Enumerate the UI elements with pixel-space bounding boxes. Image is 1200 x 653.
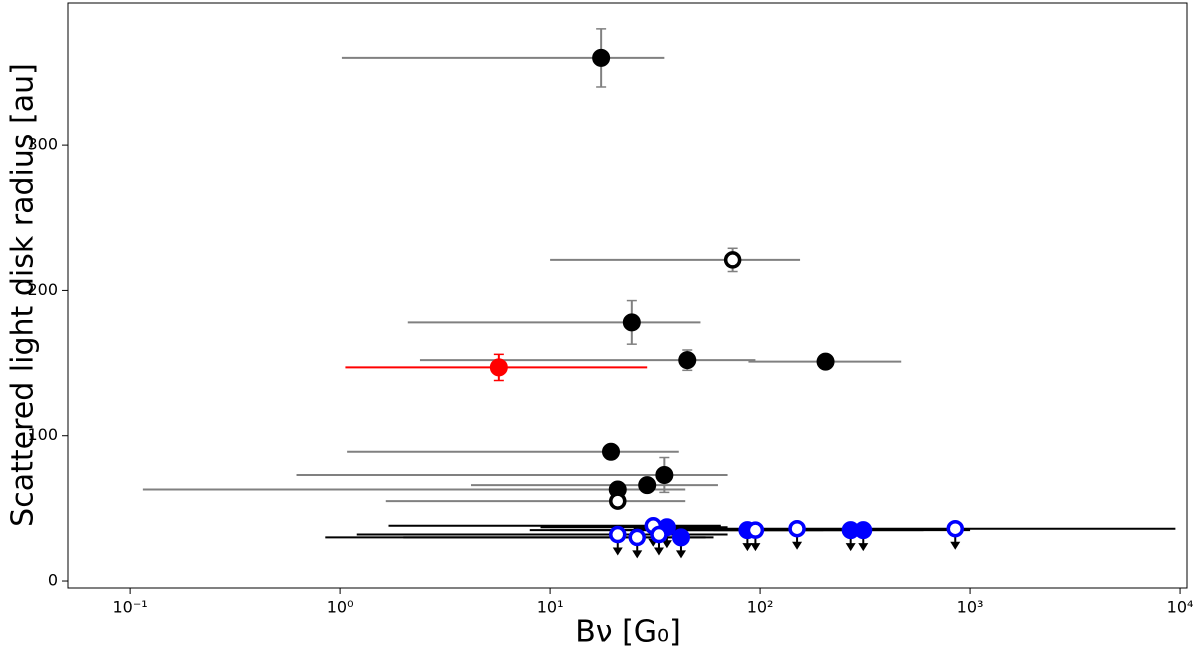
data-point [671, 528, 690, 547]
upper-limit-arrowhead [858, 543, 869, 552]
x-tick-label: 10⁴ [1167, 598, 1194, 617]
upper-limit-arrowhead [661, 540, 672, 549]
data-point [628, 528, 646, 547]
y-tick-label: 100 [27, 425, 58, 444]
data-point [816, 352, 835, 371]
data-point [602, 442, 621, 461]
upper-limit-arrowhead [742, 543, 753, 552]
x-tick-label: 10¹ [537, 598, 564, 617]
y-tick-label: 200 [27, 280, 58, 299]
data-point [655, 465, 674, 484]
data-point [746, 521, 765, 539]
upper-limit-arrowhead [675, 550, 686, 559]
data-point [723, 251, 742, 269]
upper-limit-arrowhead [792, 541, 803, 550]
upper-limit-arrowhead [653, 547, 664, 556]
x-tick-label: 10² [747, 598, 774, 617]
upper-limit-arrowhead [845, 543, 856, 552]
upper-limit-arrowhead [950, 541, 961, 550]
data-point [678, 351, 697, 370]
x-tick-label: 10³ [957, 598, 984, 617]
y-tick-label: 0 [48, 571, 58, 590]
data-point [854, 521, 873, 540]
data-point [638, 476, 657, 495]
upper-limit-arrowhead [632, 550, 643, 559]
data-point [622, 313, 641, 332]
data-point [609, 492, 627, 510]
data-point [489, 358, 508, 377]
data-point [788, 519, 806, 538]
y-axis-label: Scattered light disk radius [au] [6, 63, 41, 527]
x-tick-label: 10⁻¹ [113, 598, 148, 617]
upper-limit-arrowhead [750, 543, 761, 552]
data-point [946, 519, 965, 538]
upper-limit-arrowhead [612, 547, 623, 556]
data-point [650, 525, 668, 544]
x-axis-label: Bν [G₀] [575, 615, 681, 650]
y-tick-label: 300 [27, 135, 58, 154]
data-point [592, 48, 611, 67]
plot-frame [67, 2, 1188, 589]
x-tick-label: 10⁰ [327, 598, 354, 617]
data-point [609, 525, 627, 544]
